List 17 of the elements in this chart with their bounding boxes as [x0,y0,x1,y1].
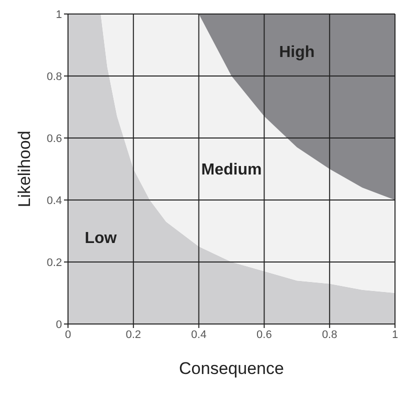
y-tick-label: 0 [56,318,62,331]
x-tick-label: 0.4 [191,328,206,341]
y-tick-label: 0.4 [46,194,62,207]
y-axis-title: Likelihood [15,130,34,208]
y-tick-label: 0.6 [46,132,62,145]
x-tick-label: 1 [392,328,398,341]
x-axis-title: Consequence [179,359,284,378]
series-label: High [279,44,315,61]
x-tick-label: 0 [64,328,72,341]
x-tick-label: 0.2 [126,328,142,341]
x-tick-label: 0.8 [322,328,338,341]
y-tick-label: 1 [56,8,62,21]
series-label: Medium [201,162,262,179]
y-tick-label: 0.2 [46,256,62,269]
x-tick-label: 0.6 [256,328,272,341]
series-label: Low [84,230,118,247]
y-tick-label: 0.8 [46,70,62,83]
